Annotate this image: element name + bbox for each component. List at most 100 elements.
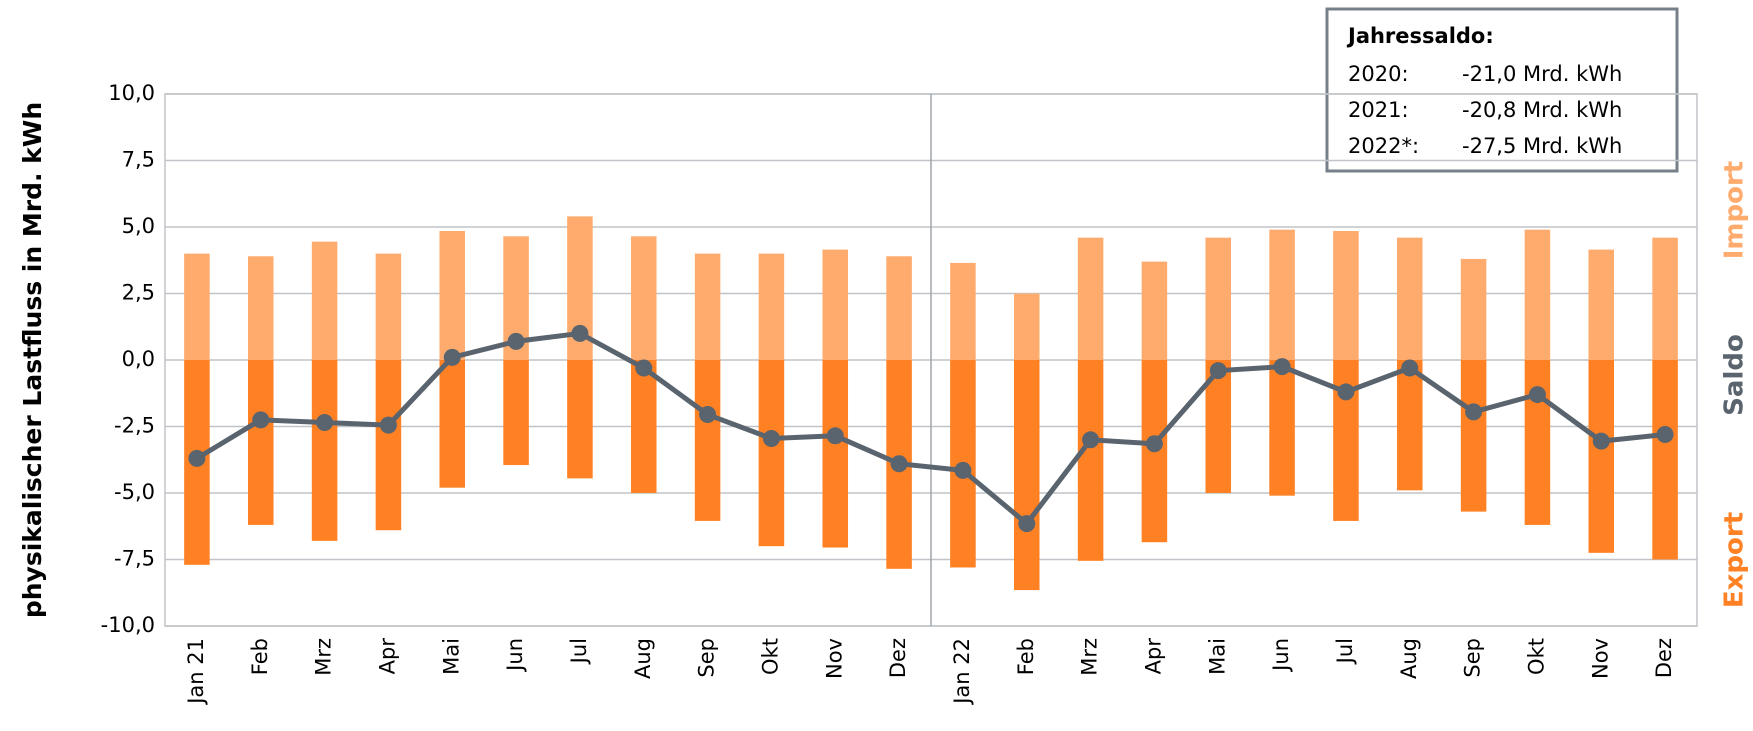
bar — [1205, 237, 1232, 360]
x-tick-label: Mrz — [312, 638, 336, 676]
bar — [1396, 237, 1423, 360]
point — [316, 414, 334, 432]
bar — [1652, 237, 1678, 360]
bar — [694, 253, 721, 360]
point — [188, 449, 206, 467]
bar — [247, 256, 274, 360]
bar — [1269, 229, 1295, 360]
point — [826, 427, 844, 445]
annotation-year: 2020: — [1348, 62, 1409, 86]
bar — [694, 360, 721, 521]
bar — [822, 360, 849, 548]
bar — [1460, 360, 1487, 512]
bar — [630, 236, 657, 360]
bar — [184, 253, 210, 360]
y-tick-label: 7,5 — [122, 148, 155, 172]
bar — [1269, 360, 1295, 496]
bar — [886, 256, 912, 360]
bar — [1077, 360, 1104, 561]
point — [890, 455, 908, 473]
bar — [1077, 237, 1104, 360]
annotation-year: 2022*: — [1348, 134, 1419, 158]
annotation-box: Jahressaldo: 2020: -21,0 Mrd. kWh 2021: … — [1325, 7, 1679, 173]
point — [1465, 403, 1483, 421]
y-tick-label: 10,0 — [108, 81, 155, 105]
bar — [311, 241, 338, 360]
bar — [1396, 360, 1423, 491]
bar — [375, 253, 402, 360]
line — [195, 330, 1666, 528]
annotation-value: -27,5 Mrd. kWh — [1462, 134, 1622, 158]
annotation-value: -21,0 Mrd. kWh — [1462, 62, 1622, 86]
legend-entry: Import — [1720, 161, 1750, 260]
bar — [758, 253, 785, 360]
y-axis-label: physikalischer Lastfluss in Mrd. kWh — [18, 102, 47, 618]
annotation-year: 2021: — [1348, 98, 1409, 122]
legend-entry: Saldo — [1720, 334, 1750, 416]
bar — [630, 360, 657, 493]
point — [379, 416, 397, 434]
x-tick-label: Mai — [439, 638, 463, 675]
bar — [950, 262, 976, 360]
x-tick-label: Aug — [631, 638, 655, 679]
x-tick-label: Jul — [1333, 638, 1357, 665]
x-tick-label: Nov — [822, 638, 846, 679]
bar — [503, 360, 529, 466]
point — [1018, 515, 1036, 533]
x-tick-label: Sep — [695, 638, 719, 678]
bar — [1588, 249, 1615, 360]
y-tick-label: -7,5 — [114, 547, 155, 571]
y-tick-label: -10,0 — [101, 613, 155, 637]
x-tick-label: Dez — [1652, 638, 1676, 678]
bar — [1652, 360, 1678, 560]
y-tick-label: 5,0 — [122, 214, 155, 238]
bar — [822, 249, 849, 360]
bar — [375, 360, 402, 531]
x-tick-label: Feb — [1014, 638, 1038, 675]
annotation-value: -20,8 Mrd. kWh — [1462, 98, 1622, 122]
point — [1656, 425, 1674, 443]
bar — [567, 360, 593, 479]
bar — [439, 230, 466, 360]
bar — [1524, 229, 1551, 360]
bar — [247, 360, 274, 525]
x-tick-label: Dez — [886, 638, 910, 678]
x-tick-label: Jun — [503, 638, 527, 673]
point — [1337, 383, 1355, 401]
bar — [1013, 360, 1040, 591]
y-tick-label: 2,5 — [122, 281, 155, 305]
plot: -10,0 -7,5 -5,0 -2,5 0,0 2,5 5,0 7,5 10,0 Jan 21 F… — [101, 81, 1750, 706]
point — [954, 461, 972, 479]
x-tick-label: Mrz — [1078, 638, 1102, 676]
bar — [1588, 360, 1615, 553]
point — [1209, 362, 1227, 380]
annotation-frame — [1325, 7, 1679, 173]
point — [1273, 358, 1291, 376]
annotation-title: Jahressaldo: — [1346, 24, 1494, 48]
bar — [1013, 293, 1040, 360]
y-tick-label: -2,5 — [114, 414, 155, 438]
point — [571, 324, 589, 342]
x-tick-label: Apr — [1141, 638, 1165, 675]
x-tick-label: Jun — [1269, 638, 1293, 673]
y-tick-label: 0,0 — [122, 347, 155, 371]
point — [252, 411, 270, 429]
point — [1145, 435, 1163, 453]
bar — [1141, 261, 1168, 360]
x-tick-label: Jul — [567, 638, 591, 665]
bar — [758, 360, 785, 547]
x-tick-label: Mai — [1205, 638, 1229, 675]
x-tick-label: Jan 21 — [184, 638, 208, 706]
point — [635, 359, 653, 377]
bar — [1460, 258, 1487, 360]
x-tick-label: Apr — [375, 638, 399, 675]
point — [507, 332, 525, 350]
x-tick-label: Nov — [1588, 638, 1612, 679]
point — [443, 348, 461, 366]
point — [1401, 359, 1419, 377]
y-tick-label: -5,0 — [114, 480, 155, 504]
x-tick-label: Okt — [758, 638, 782, 675]
x-tick-label: Jan 22 — [950, 638, 974, 706]
point — [699, 406, 717, 424]
